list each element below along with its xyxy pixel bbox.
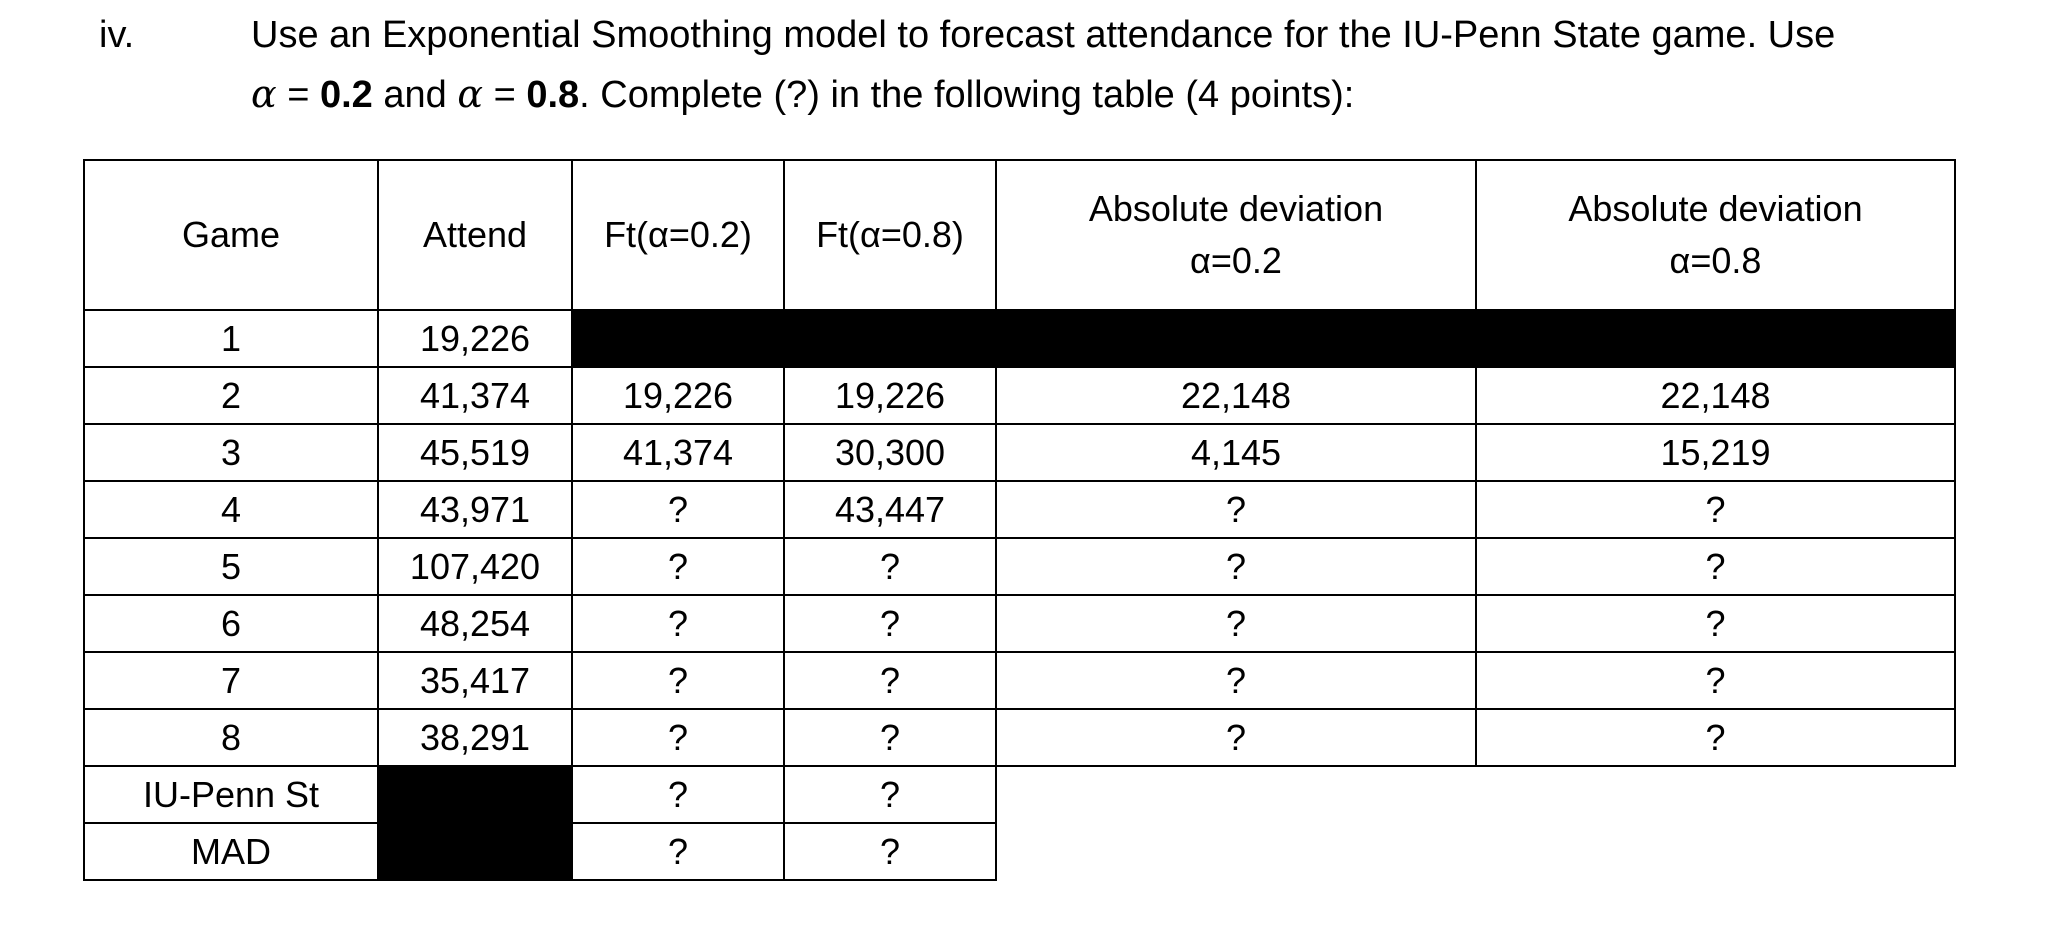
- cell-game: 4: [83, 480, 379, 539]
- cell-ft08: ?: [783, 708, 997, 767]
- cell-ad08: ?: [1475, 537, 1956, 596]
- cell-ad08: ?: [1475, 480, 1956, 539]
- cell-ft08: ?: [783, 537, 997, 596]
- cell-ft02: 19,226: [571, 366, 785, 425]
- header-game: Game: [83, 159, 379, 311]
- table-row-game-1: 1 19,226: [83, 309, 1956, 368]
- cell-attend: 38,291: [377, 708, 573, 767]
- cell-ad02: ?: [995, 651, 1477, 710]
- cell-attend: 48,254: [377, 594, 573, 653]
- cell-attend: 43,971: [377, 480, 573, 539]
- cell-ad02: 22,148: [995, 366, 1477, 425]
- cell-ft08: 43,447: [783, 480, 997, 539]
- cell-attend: 107,420: [377, 537, 573, 596]
- header-ft-alpha-08: Ft(α=0.8): [783, 159, 997, 311]
- cell-ft02: ?: [571, 822, 785, 881]
- equals-sign: =: [276, 74, 320, 116]
- header-abs-dev-label: Absolute deviation: [1088, 187, 1384, 229]
- table-row-game-6: 6 48,254 ? ? ? ?: [83, 594, 1956, 653]
- blackout-cell-ad02: [995, 309, 1477, 368]
- instruction-line-2-rest: . Complete (?) in the following table (4…: [579, 74, 1355, 116]
- blackout-cell-ft08: [783, 309, 997, 368]
- cell-ft02: ?: [571, 537, 785, 596]
- header-abs-dev-alpha-value: α=0.2: [1190, 240, 1282, 281]
- cell-attend: 19,226: [377, 309, 573, 368]
- cell-ft02: 41,374: [571, 423, 785, 482]
- attendance-forecast-table: Game Attend Ft(α=0.2) Ft(α=0.8) Absolute…: [83, 159, 1956, 881]
- cell-game: 7: [83, 651, 379, 710]
- blackout-cell-ad08: [1475, 309, 1956, 368]
- cell-ft08: 19,226: [783, 366, 997, 425]
- blackout-cell-attend: [377, 822, 573, 881]
- and-text: and: [372, 74, 458, 116]
- cell-game: 3: [83, 423, 379, 482]
- cell-game: 8: [83, 708, 379, 767]
- cell-game: MAD: [83, 822, 379, 881]
- problem-number: iv.: [99, 14, 135, 56]
- table-row-game-4: 4 43,971 ? 43,447 ? ?: [83, 480, 1956, 539]
- cell-ft02: ?: [571, 480, 785, 539]
- cell-ad08: ?: [1475, 651, 1956, 710]
- cell-attend: 45,519: [377, 423, 573, 482]
- cell-game: 5: [83, 537, 379, 596]
- equals-sign: =: [483, 74, 527, 116]
- cell-ad02: ?: [995, 480, 1477, 539]
- cell-attend: 35,417: [377, 651, 573, 710]
- header-abs-dev-label: Absolute deviation: [1568, 187, 1863, 229]
- table-row-mad: MAD ? ?: [83, 822, 1955, 881]
- cell-ad02: ?: [995, 537, 1477, 596]
- cell-ad08: 15,219: [1475, 423, 1956, 482]
- cell-attend: 41,374: [377, 366, 573, 425]
- table-row-game-7: 7 35,417 ? ? ? ?: [83, 651, 1956, 710]
- header-abs-dev-alpha-value: α=0.8: [1669, 240, 1762, 281]
- cell-ad08: ?: [1475, 708, 1956, 767]
- header-ft-alpha-02: Ft(α=0.2): [571, 159, 785, 311]
- alpha-symbol: α: [457, 72, 484, 116]
- cell-ad02: 4,145: [995, 423, 1477, 482]
- cell-ad02: ?: [995, 708, 1477, 767]
- cell-ft02: ?: [571, 651, 785, 710]
- instruction-line-1: Use an Exponential Smoothing model to fo…: [251, 14, 1836, 56]
- cell-ad08: ?: [1475, 594, 1956, 653]
- cell-ft02: ?: [571, 708, 785, 767]
- header-attend: Attend: [377, 159, 573, 311]
- blackout-cell-attend: [377, 765, 573, 824]
- alpha1-value: 0.2: [319, 74, 373, 116]
- header-abs-dev-alpha-02: Absolute deviation α=0.2: [995, 159, 1477, 311]
- cell-game: 2: [83, 366, 379, 425]
- alpha-symbol: α: [251, 72, 277, 116]
- blackout-cell-ft02: [571, 309, 785, 368]
- cell-ad02: ?: [995, 594, 1477, 653]
- header-row: Game Attend Ft(α=0.2) Ft(α=0.8) Absolute…: [83, 159, 1956, 311]
- header-abs-dev-alpha-08: Absolute deviation α=0.8: [1475, 159, 1956, 311]
- cell-ft08: ?: [783, 822, 997, 881]
- cell-game: IU-Penn St: [83, 765, 379, 824]
- cell-ft02: ?: [571, 594, 785, 653]
- table-row-iu-penn-st: IU-Penn St ? ?: [83, 765, 1955, 824]
- table-row-game-8: 8 38,291 ? ? ? ?: [83, 708, 1956, 767]
- cell-ad08: 22,148: [1475, 366, 1956, 425]
- instruction-line-2: α = 0.2 and α = 0.8. Complete (?) in the…: [251, 72, 1354, 117]
- cell-ft08: ?: [783, 765, 997, 824]
- table-row-game-5: 5 107,420 ? ? ? ?: [83, 537, 1956, 596]
- cell-ft08: ?: [783, 594, 997, 653]
- cell-game: 1: [83, 309, 379, 368]
- table-row-game-3: 3 45,519 41,374 30,300 4,145 15,219: [83, 423, 1956, 482]
- cell-ft08: 30,300: [783, 423, 997, 482]
- cell-game: 6: [83, 594, 379, 653]
- cell-ft02: ?: [571, 765, 785, 824]
- alpha2-value: 0.8: [526, 74, 580, 116]
- cell-ft08: ?: [783, 651, 997, 710]
- table-row-game-2: 2 41,374 19,226 19,226 22,148 22,148: [83, 366, 1956, 425]
